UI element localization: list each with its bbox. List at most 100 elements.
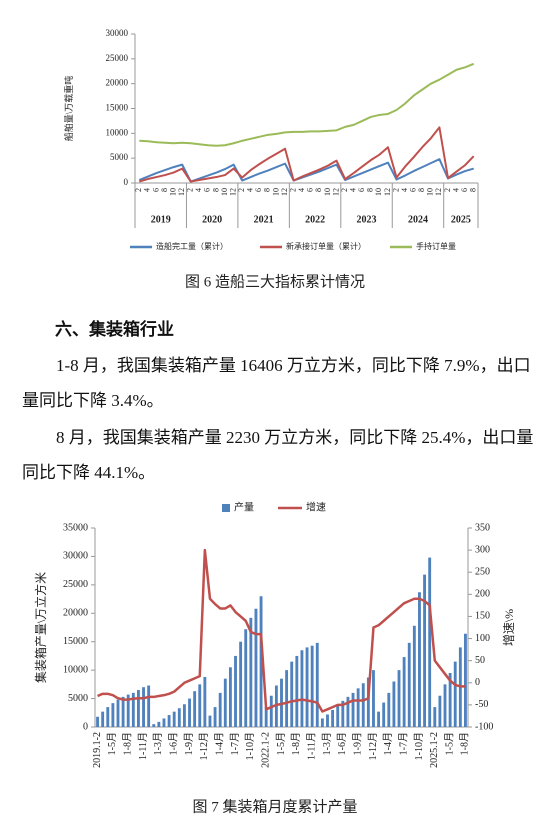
x-tick-label: 6 [151,188,160,192]
bar [377,711,381,727]
bar [203,676,207,727]
y2-axis-title: 增速\% [502,609,516,646]
bar [121,696,125,727]
x-tick-label: 12 [228,188,237,196]
legend-swatch [222,504,230,512]
bar [407,642,411,727]
x-tick-label: 12 [331,188,340,196]
x-tick-label: 2 [134,188,143,192]
x-tick-label: 6 [357,188,366,192]
x-tick-label: 1-11月 [137,732,149,760]
x-tick-label: 1-10月 [413,732,425,760]
bar [264,707,268,727]
x-tick-label: 1-11月 [305,732,317,760]
x-tick-label: 12 [383,188,392,196]
x-tick-label: 4 [451,188,460,192]
x-tick-label: 2 [237,188,246,192]
y-tick-label: 0 [124,177,129,187]
x-tick-label: 1-12月 [198,732,210,760]
bar [423,574,426,727]
y2-tick-label: 350 [475,522,490,533]
bar [453,661,457,727]
bar [96,716,99,727]
figure-caption: 图 7 集装箱月度累计产量 [192,798,357,815]
y2-tick-label: 200 [475,589,490,600]
bar [443,684,447,727]
bar [372,670,375,727]
figure-caption: 图 6 造船三大指标累计情况 [185,273,365,290]
legend-label: 新承接订单量（累计） [286,241,366,251]
bar [167,715,171,727]
y2-tick-label: 0 [475,677,480,688]
x-tick-label: 1-6月 [336,732,348,755]
y-tick-label: 10000 [63,664,88,675]
bar [126,694,130,727]
bar [116,699,120,727]
x-tick-label: 1-4月 [213,732,225,755]
bar [106,707,110,727]
year-label: 2020 [202,214,222,225]
x-tick-label: 1-5月 [106,732,118,755]
bar [193,691,197,727]
y-tick-label: 5000 [68,693,88,704]
bar [295,655,299,727]
x-tick-label: 1-9月 [183,732,195,755]
x-tick-label: 8 [160,188,169,192]
bar [285,670,289,727]
y2-tick-label: 100 [475,633,490,644]
x-tick-label: 6 [460,188,469,192]
year-label: 2023 [357,214,377,225]
bar [356,688,360,727]
y-tick-label: 30000 [63,551,88,562]
legend-label: 造船完工量（累计） [156,241,228,251]
y2-tick-label: -100 [475,721,493,732]
bar [300,650,304,727]
bar [188,698,191,727]
x-tick-label: 2022.1-2 [260,732,271,768]
bar [346,696,350,727]
legend-label: 产量 [234,500,254,513]
x-tick-label: 8 [314,188,323,192]
bar [341,700,345,727]
line [139,62,475,147]
x-tick-label: 8 [469,188,478,192]
bar [428,557,432,727]
bar [137,690,140,727]
bar [397,670,401,727]
bar [361,683,365,727]
bar [392,681,396,727]
legend-label: 手持订单量 [416,241,456,251]
y-tick-label: 15000 [106,103,129,113]
y2-tick-label: 250 [475,567,490,578]
bar [142,687,145,727]
x-tick-label: 1-6月 [167,732,179,755]
bar [331,709,335,727]
bar [315,642,319,727]
bar [244,629,248,727]
bar [412,625,416,727]
bar [269,695,273,727]
bar [305,647,309,727]
bar [351,692,355,727]
y-tick-label: 0 [83,721,88,732]
bar [111,703,115,727]
x-tick-label: 1-9月 [351,732,363,755]
bar [157,721,161,727]
x-tick-label: 8 [211,188,220,192]
bar [387,692,391,727]
bar [310,645,314,727]
x-tick-label: 1-3月 [152,732,164,755]
x-tick-label: 12 [434,188,443,196]
x-tick-label: 2 [391,188,400,192]
legend-label: 增速 [306,500,326,513]
bar [239,641,243,727]
x-tick-label: 2019.1-2 [92,732,103,768]
bar [438,695,442,727]
bar [464,633,467,727]
bar [218,692,222,727]
bar [402,657,406,727]
x-tick-label: 10 [168,188,177,196]
x-tick-label: 4 [348,188,357,192]
year-label: 2021 [254,214,274,225]
bar [418,592,421,727]
